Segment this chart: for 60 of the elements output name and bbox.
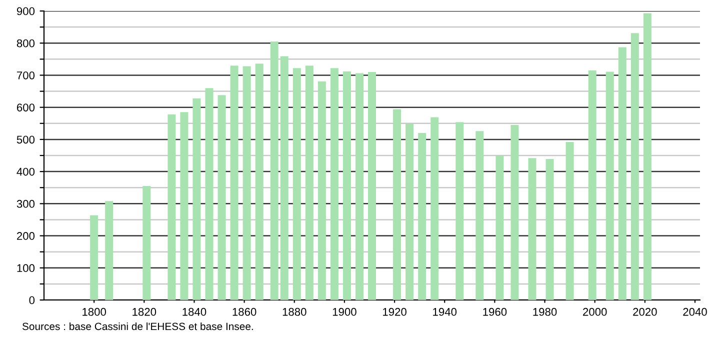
y-tick-label: 600	[17, 104, 35, 112]
bar	[496, 156, 504, 300]
bar	[255, 64, 264, 300]
bar	[205, 88, 214, 300]
bar	[546, 159, 554, 300]
y-tick-label: 500	[16, 136, 35, 144]
bar	[180, 112, 188, 300]
bar	[355, 73, 364, 300]
bar	[192, 98, 201, 300]
y-tick-label: 400	[16, 168, 35, 176]
x-tick-label: 2040	[683, 308, 707, 316]
y-tick-label: 200	[16, 232, 35, 240]
bar	[318, 81, 326, 300]
bar	[105, 201, 114, 300]
y-tick-label: 300	[16, 200, 35, 208]
bar	[643, 13, 652, 300]
bar	[528, 158, 536, 300]
x-tick-label: 2020	[633, 308, 657, 316]
bar	[305, 66, 314, 300]
bar	[280, 56, 288, 300]
y-tick-label: 800	[16, 39, 35, 48]
bar	[456, 122, 464, 300]
bar	[142, 186, 151, 300]
x-tick-label: 1920	[383, 308, 406, 316]
bar	[566, 142, 574, 300]
y-tick-label: 0	[29, 296, 35, 304]
bar	[90, 215, 98, 300]
bar	[588, 70, 596, 300]
y-tick-label: 900	[16, 7, 35, 16]
x-tick-label: 1820	[132, 308, 156, 316]
x-tick-label: 1960	[483, 308, 507, 316]
bar	[510, 124, 519, 300]
x-tick-label: 1980	[533, 308, 557, 316]
bar	[418, 133, 426, 300]
bar	[230, 66, 238, 300]
source-note: Sources : base Cassini de l'EHESS et base Insee.	[22, 322, 253, 330]
bar	[406, 124, 414, 300]
x-tick-label: 1900	[332, 308, 356, 316]
bar	[606, 72, 614, 300]
bar	[618, 47, 626, 300]
bar	[368, 72, 376, 300]
bar	[270, 42, 278, 300]
bar	[168, 114, 176, 300]
bar	[630, 33, 639, 300]
bar	[342, 71, 351, 300]
x-tick-label: 2000	[583, 308, 607, 316]
bar	[292, 68, 301, 300]
bar	[330, 68, 338, 300]
x-tick-label: 1940	[433, 308, 457, 316]
x-tick-label: 1800	[82, 308, 106, 316]
x-tick-label: 1860	[232, 308, 256, 316]
y-tick-label: 100	[17, 264, 35, 272]
bar	[218, 95, 226, 300]
bar	[393, 109, 402, 300]
bar	[242, 66, 251, 300]
x-tick-label: 1840	[182, 308, 206, 316]
bar	[430, 117, 439, 300]
y-tick-label: 700	[17, 71, 35, 80]
x-tick-label: 1880	[282, 308, 306, 316]
bar	[476, 131, 484, 300]
